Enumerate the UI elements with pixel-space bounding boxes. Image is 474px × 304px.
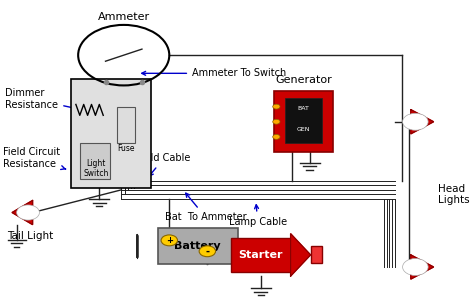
Circle shape	[273, 134, 280, 139]
Text: Bat  To Ammeter: Bat To Ammeter	[165, 193, 246, 222]
Circle shape	[402, 113, 428, 130]
Text: Ammeter: Ammeter	[98, 12, 150, 22]
Text: Battery: Battery	[174, 241, 221, 251]
Text: Ammeter To Switch: Ammeter To Switch	[142, 68, 286, 78]
Text: Dimmer
Resistance: Dimmer Resistance	[5, 88, 79, 110]
Bar	[158, 228, 237, 264]
Text: Field Cable: Field Cable	[137, 153, 191, 176]
Bar	[231, 238, 291, 272]
Circle shape	[402, 258, 428, 275]
Text: +: +	[166, 236, 173, 245]
Polygon shape	[291, 234, 310, 276]
Text: Starter: Starter	[238, 250, 283, 260]
Text: BAT: BAT	[298, 106, 310, 111]
Text: -: -	[205, 246, 210, 256]
Text: Generator: Generator	[275, 75, 332, 85]
Polygon shape	[12, 200, 33, 225]
Circle shape	[273, 119, 280, 124]
Text: Tail Light: Tail Light	[8, 231, 54, 241]
Bar	[71, 79, 151, 188]
Text: GEN: GEN	[297, 126, 310, 132]
Text: Fuse: Fuse	[117, 144, 135, 154]
Circle shape	[273, 104, 280, 109]
Polygon shape	[411, 110, 434, 134]
Polygon shape	[411, 255, 434, 279]
Bar	[274, 92, 333, 152]
Bar	[81, 143, 110, 179]
Bar	[285, 98, 322, 143]
Circle shape	[17, 205, 39, 220]
Text: Light
Switch: Light Switch	[84, 159, 109, 178]
Bar	[310, 247, 322, 263]
Bar	[117, 107, 135, 143]
Text: Lamp Cable: Lamp Cable	[228, 205, 287, 226]
Text: Field Circuit
Resistance: Field Circuit Resistance	[3, 147, 66, 170]
Circle shape	[199, 246, 216, 257]
Text: Head
Lights: Head Lights	[438, 184, 470, 205]
Circle shape	[161, 235, 177, 246]
